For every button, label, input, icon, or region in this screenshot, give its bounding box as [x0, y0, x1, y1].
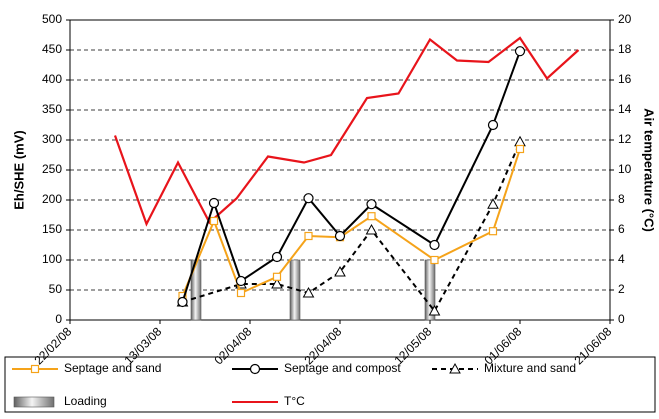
y-tick-label: 500 — [42, 12, 62, 26]
marker — [514, 135, 526, 147]
y-tick-label: 200 — [42, 192, 62, 206]
y-tick-label: 300 — [42, 132, 62, 146]
marker — [367, 212, 376, 221]
marker — [487, 198, 499, 209]
legend-label: Mixture and sand — [484, 361, 576, 375]
y2-axis-title: Air temperature (°C) — [642, 108, 657, 232]
marker — [271, 251, 283, 263]
marker — [235, 275, 247, 287]
y2-tick-label: 8 — [618, 192, 625, 206]
marker — [334, 230, 346, 242]
y2-tick-label: 16 — [618, 72, 632, 86]
marker — [428, 304, 441, 316]
marker — [366, 199, 377, 210]
legend-label: Loading — [64, 394, 107, 408]
y-tick-label: 450 — [42, 42, 62, 56]
marker — [488, 227, 498, 236]
marker — [272, 272, 282, 281]
marker — [271, 277, 283, 289]
plot-frame — [69, 19, 611, 321]
y2-tick-label: 6 — [618, 222, 625, 236]
y-tick-label: 250 — [42, 162, 62, 176]
marker — [365, 223, 378, 235]
series-line — [182, 141, 521, 313]
series-line — [181, 50, 521, 303]
marker — [429, 239, 440, 251]
legend-swatch — [13, 396, 55, 408]
y2-tick-label: 0 — [618, 312, 625, 326]
marker — [334, 265, 346, 277]
marker — [449, 362, 461, 374]
series-line — [181, 148, 521, 297]
y-axis-title: Eh/SHE (mV) — [11, 130, 26, 209]
legend-box — [4, 356, 656, 413]
marker — [514, 46, 526, 57]
marker — [304, 231, 313, 241]
marker — [30, 364, 40, 374]
y2-tick-label: 18 — [618, 42, 632, 56]
marker — [208, 197, 220, 209]
marker — [209, 216, 219, 226]
legend-label: T°C — [284, 394, 305, 408]
marker — [487, 119, 499, 131]
marker — [177, 296, 188, 308]
y2-tick-label: 12 — [618, 132, 632, 146]
series-line — [113, 36, 580, 227]
y-tick-label: 50 — [49, 282, 63, 296]
marker — [515, 144, 525, 154]
marker — [303, 193, 314, 204]
y-tick-label: 150 — [42, 222, 62, 236]
marker — [302, 286, 315, 298]
loading-bar — [424, 259, 436, 321]
y2-tick-label: 10 — [618, 162, 632, 176]
y-tick-label: 350 — [42, 102, 62, 116]
y2-tick-label: 2 — [618, 282, 625, 296]
y2-tick-label: 4 — [618, 252, 625, 266]
legend-label: Septage and compost — [284, 361, 401, 375]
marker — [430, 255, 439, 265]
marker — [236, 288, 246, 298]
y-tick-label: 400 — [42, 72, 62, 86]
y2-tick-label: 14 — [618, 102, 632, 116]
marker — [249, 363, 261, 375]
y2-tick-label: 20 — [618, 12, 632, 26]
y-tick-label: 100 — [42, 252, 62, 266]
legend-label: Septage and sand — [64, 361, 161, 375]
y-tick-label: 0 — [55, 312, 62, 326]
